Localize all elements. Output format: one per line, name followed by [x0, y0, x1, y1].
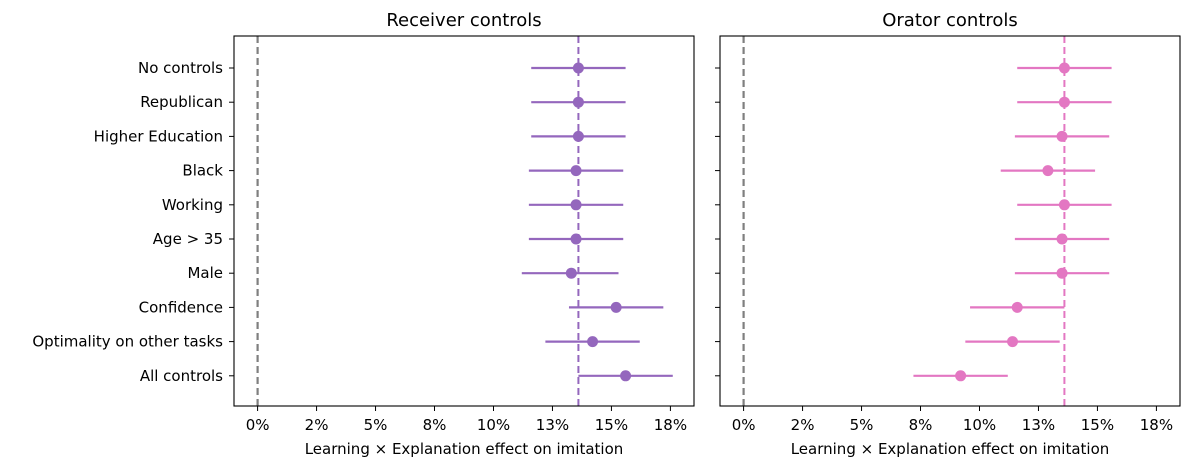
y-tick-label: Republican — [140, 93, 223, 111]
receiver-point — [572, 62, 584, 74]
y-tick-label: Working — [162, 196, 223, 214]
orator-x-tick-label: 0% — [732, 416, 756, 434]
orator-point — [955, 370, 967, 382]
receiver-point — [610, 301, 622, 313]
orator-point — [1058, 96, 1070, 108]
orator-point — [1056, 130, 1068, 142]
orator-x-tick-label: 13% — [1022, 416, 1055, 434]
y-tick-label: Optimality on other tasks — [32, 333, 223, 351]
y-tick-label: Age > 35 — [153, 230, 223, 248]
orator-point — [1042, 165, 1054, 177]
receiver-point — [565, 267, 577, 279]
receiver-x-tick-label: 8% — [423, 416, 447, 434]
receiver-controls-panel: Receiver controls No controls Republican Hi… — [32, 10, 695, 458]
receiver-point — [570, 199, 582, 211]
receiver-point — [570, 233, 582, 245]
receiver-point — [570, 165, 582, 177]
orator-point — [1007, 336, 1019, 348]
receiver-plot-frame — [233, 35, 695, 407]
orator-point — [1011, 301, 1023, 313]
receiver-point — [572, 130, 584, 142]
orator-x-tick-label: 5% — [850, 416, 874, 434]
orator-point — [1058, 199, 1070, 211]
orator-chart-title: Orator controls — [882, 10, 1018, 31]
receiver-x-axis-label: Learning × Explanation effect on imitati… — [305, 440, 624, 458]
orator-point — [1058, 62, 1070, 74]
orator-controls-panel: Orator controls 0% 2% 5% 8% 10% 13% 15% 18% Learn… — [715, 10, 1181, 458]
receiver-x-tick-label: 2% — [305, 416, 329, 434]
y-tick-label: All controls — [140, 367, 223, 385]
orator-x-tick-label: 2% — [791, 416, 815, 434]
receiver-x-tick-label: 10% — [477, 416, 510, 434]
receiver-x-tick-label: 15% — [595, 416, 628, 434]
y-tick-label: Black — [182, 162, 223, 180]
orator-x-tick-label: 10% — [963, 416, 996, 434]
receiver-point — [620, 370, 632, 382]
receiver-x-tick-label: 5% — [364, 416, 388, 434]
receiver-x-tick-label: 13% — [536, 416, 569, 434]
orator-x-tick-label: 15% — [1081, 416, 1114, 434]
receiver-x-tick-label: 18% — [654, 416, 687, 434]
receiver-point — [587, 336, 599, 348]
orator-point — [1056, 233, 1068, 245]
receiver-x-tick-label: 0% — [246, 416, 270, 434]
orator-x-tick-label: 8% — [909, 416, 933, 434]
orator-x-tick-label: 18% — [1140, 416, 1173, 434]
orator-point — [1056, 267, 1068, 279]
y-tick-label: Male — [187, 264, 223, 282]
orator-x-axis-label: Learning × Explanation effect on imitati… — [791, 440, 1110, 458]
y-tick-label: Confidence — [139, 298, 223, 316]
y-tick-label: No controls — [138, 59, 223, 77]
receiver-chart-title: Receiver controls — [386, 10, 541, 31]
y-tick-label: Higher Education — [94, 127, 223, 145]
orator-plot-frame — [719, 35, 1181, 407]
receiver-point — [572, 96, 584, 108]
